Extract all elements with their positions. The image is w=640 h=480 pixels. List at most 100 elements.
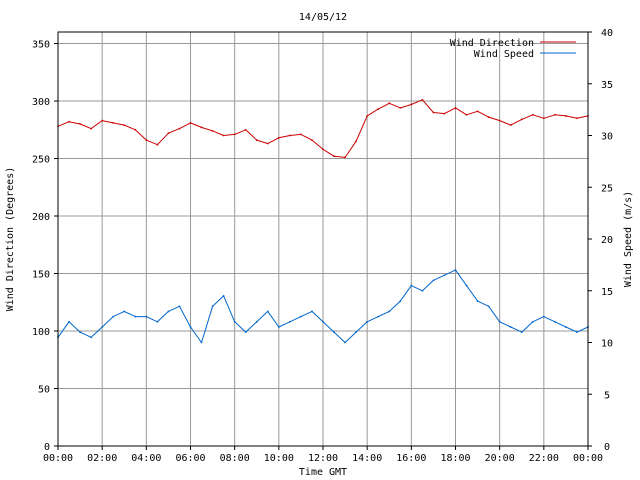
data-point-wind-speed — [90, 336, 93, 339]
legend: Wind Direction Wind Speed — [450, 38, 576, 60]
data-point-wind-speed — [454, 269, 457, 271]
y-left-tick-label: 350 — [32, 40, 50, 51]
y-right-tick-label: 5 — [604, 390, 610, 401]
data-point-wind-direction — [277, 136, 280, 139]
data-point-wind-speed — [222, 295, 225, 297]
x-tick-label: 12:00 — [308, 453, 338, 464]
data-point-wind-direction — [156, 143, 159, 146]
y-right-tick-label: 40 — [601, 28, 613, 39]
data-point-wind-speed — [211, 305, 214, 308]
data-point-wind-speed — [531, 320, 534, 323]
data-point-wind-direction — [145, 139, 148, 142]
data-point-wind-direction — [487, 116, 490, 118]
data-point-wind-direction — [476, 110, 479, 113]
data-point-wind-speed — [388, 310, 391, 313]
x-tick-label: 22:00 — [529, 453, 559, 464]
data-point-wind-speed — [542, 315, 545, 318]
data-point-wind-direction — [300, 133, 302, 136]
data-point-wind-speed — [476, 300, 479, 302]
y-axis-label-right: Wind Speed (m/s) — [623, 191, 634, 287]
data-point-wind-direction — [244, 128, 247, 131]
data-point-wind-speed — [311, 310, 313, 313]
data-point-wind-direction — [432, 111, 435, 114]
data-point-wind-direction — [79, 123, 81, 125]
data-point-wind-direction — [443, 112, 446, 115]
data-point-wind-direction — [68, 120, 70, 123]
data-point-wind-direction — [576, 117, 578, 120]
data-point-wind-direction — [553, 113, 556, 116]
data-point-wind-direction — [509, 124, 512, 127]
x-tick-label: 20:00 — [485, 453, 515, 464]
y-right-tick-label: 15 — [601, 287, 613, 298]
data-point-wind-direction — [211, 130, 214, 132]
data-point-wind-direction — [388, 102, 391, 105]
data-point-wind-speed — [565, 326, 567, 328]
x-axis-label: Time GMT — [299, 467, 347, 478]
x-tick-label: 08:00 — [220, 453, 250, 464]
data-point-wind-direction — [255, 139, 258, 142]
data-point-wind-speed — [189, 326, 192, 328]
data-point-wind-speed — [123, 310, 126, 313]
data-point-wind-direction — [200, 126, 203, 129]
data-point-wind-speed — [178, 305, 181, 308]
data-point-wind-speed — [553, 320, 556, 323]
data-point-wind-direction — [531, 113, 534, 116]
y-right-tick-label: 10 — [601, 339, 613, 350]
data-point-wind-speed — [277, 326, 280, 328]
data-point-wind-speed — [68, 320, 70, 323]
data-point-wind-speed — [167, 310, 170, 313]
x-tick-label: 10:00 — [264, 453, 294, 464]
x-tick-label: 14:00 — [352, 453, 382, 464]
data-point-wind-direction — [498, 119, 501, 122]
data-point-wind-direction — [322, 148, 324, 151]
data-point-wind-direction — [333, 155, 335, 158]
data-point-wind-speed — [101, 326, 104, 328]
data-point-wind-speed — [520, 331, 523, 334]
data-point-wind-speed — [399, 300, 402, 302]
data-point-wind-speed — [377, 315, 380, 318]
data-point-wind-speed — [134, 315, 137, 318]
data-point-wind-speed — [421, 289, 424, 292]
data-point-wind-speed — [79, 331, 81, 334]
data-point-wind-direction — [377, 108, 380, 110]
x-tick-label: 02:00 — [87, 453, 117, 464]
data-point-wind-direction — [311, 139, 313, 142]
data-point-wind-direction — [454, 107, 457, 109]
data-point-wind-direction — [344, 156, 346, 159]
y-left-tick-label: 50 — [38, 385, 50, 396]
y-left-tick-label: 300 — [32, 97, 50, 108]
y-right-tick-label: 25 — [601, 183, 613, 194]
data-point-wind-direction — [565, 115, 567, 117]
data-point-wind-speed — [200, 341, 203, 344]
data-point-wind-speed — [333, 331, 335, 334]
y-right-tick-label: 20 — [601, 235, 613, 246]
data-point-wind-speed — [112, 315, 115, 318]
data-point-wind-speed — [233, 320, 236, 323]
data-point-wind-speed — [266, 310, 269, 313]
legend-label-wind-speed: Wind Speed — [474, 49, 534, 60]
y-right-tick-label: 0 — [604, 442, 610, 453]
data-point-wind-direction — [266, 142, 269, 145]
data-point-wind-speed — [443, 274, 446, 277]
data-point-wind-speed — [145, 315, 148, 318]
data-point-wind-speed — [432, 279, 435, 282]
y-axis-label-left: Wind Direction (Degrees) — [5, 167, 16, 312]
ticks: 00:00 02:00 04:00 06:00 08:00 10:00 12:00 14:00… — [32, 28, 613, 464]
data-point-wind-direction — [178, 127, 181, 130]
data-point-wind-speed — [255, 320, 258, 323]
data-point-wind-direction — [222, 134, 225, 137]
x-tick-label: 00:00 — [573, 453, 603, 464]
data-point-wind-direction — [410, 103, 413, 106]
chart-title: 14/05/12 — [299, 12, 347, 23]
data-point-wind-direction — [542, 117, 545, 120]
data-point-wind-speed — [244, 331, 247, 334]
data-point-wind-speed — [487, 305, 490, 308]
data-point-wind-direction — [355, 140, 358, 143]
y-left-tick-label: 0 — [44, 442, 50, 453]
data-point-wind-speed — [344, 341, 346, 344]
data-point-wind-direction — [189, 121, 192, 124]
data-point-wind-direction — [520, 118, 523, 121]
y-right-tick-label: 35 — [601, 80, 613, 91]
